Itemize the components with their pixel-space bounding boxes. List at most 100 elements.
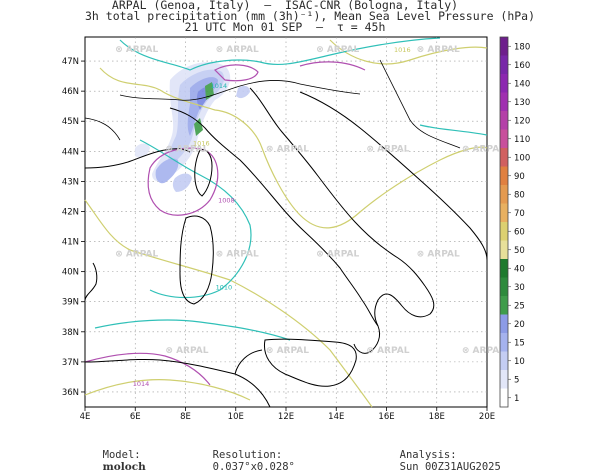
colorbar-swatch xyxy=(500,111,508,130)
lat-tick-label: 41N xyxy=(62,238,79,248)
isobar-label: 1008 xyxy=(218,196,235,204)
arpal-watermark: ⊗ ARPAL xyxy=(417,250,460,260)
colorbar-label: 50 xyxy=(514,246,525,256)
colorbar-label: 160 xyxy=(514,61,530,71)
footer-analysis: Analysis: Sun 00Z31AUG2025 xyxy=(387,437,501,473)
isobar-label: 1010 xyxy=(216,284,233,292)
colorbar-swatch xyxy=(500,333,508,352)
colorbar-swatch xyxy=(500,370,508,389)
lon-tick-label: 16E xyxy=(378,412,394,422)
arpal-watermark: ⊗ ARPAL xyxy=(216,250,259,260)
latitude-labels: 47N 46N 45N 44N 43N 42N 41N 40N 39N 38N 37N 36N xyxy=(62,57,85,398)
arpal-watermark: ⊗ ARPAL xyxy=(266,144,309,154)
arpal-watermark: ⊗ ARPAL xyxy=(165,144,208,154)
colorbar-swatch xyxy=(500,37,508,56)
colorbar-swatch xyxy=(500,388,508,407)
resolution-value: 0.037°x0.028° xyxy=(212,461,295,473)
arpal-watermark: ⊗ ARPAL xyxy=(366,144,409,154)
colorbar-swatch xyxy=(500,203,508,222)
arpal-watermark: ⊗ ARPAL xyxy=(462,346,505,356)
colorbar-swatch xyxy=(500,351,508,370)
colorbar-label: 90 xyxy=(514,172,525,182)
colorbar-swatch xyxy=(500,166,508,185)
weather-map: ⊗ ARPAL ⊗ ARPAL ⊗ ARPAL ⊗ ARPAL ⊗ ARPAL ⊗ ARP… xyxy=(62,36,530,422)
footer-model: Model: moloch xyxy=(90,437,146,473)
colorbar-label: 40 xyxy=(514,264,525,274)
coastlines xyxy=(84,59,488,408)
lat-tick-label: 46N xyxy=(62,87,79,97)
model-value: moloch xyxy=(102,461,146,473)
isobars xyxy=(84,37,488,408)
arpal-watermark: ⊗ ARPAL xyxy=(216,45,259,55)
colorbar-swatch xyxy=(500,296,508,315)
colorbar-label: 10 xyxy=(514,357,525,367)
colorbar-label: 130 xyxy=(514,98,530,108)
watermarks: ⊗ ARPAL ⊗ ARPAL ⊗ ARPAL ⊗ ARPAL ⊗ ARPAL ⊗ ARP… xyxy=(115,45,505,356)
colorbar-swatch xyxy=(500,148,508,167)
colorbar-swatch xyxy=(500,185,508,204)
isobar-label: 1014 xyxy=(211,82,228,90)
arpal-watermark: ⊗ ARPAL xyxy=(417,45,460,55)
resolution-label: Resolution: xyxy=(212,449,283,461)
lon-tick-label: 12E xyxy=(278,412,294,422)
isobar-labels: 1014 1016 1016 1008 1010 1014 xyxy=(133,46,411,388)
colorbar-swatch xyxy=(500,259,508,278)
colorbar-label: 15 xyxy=(514,338,525,348)
arpal-watermark: ⊗ ARPAL xyxy=(115,250,158,260)
lon-tick-label: 8E xyxy=(180,412,191,422)
lon-tick-label: 20E xyxy=(479,412,495,422)
arpal-watermark: ⊗ ARPAL xyxy=(165,346,208,356)
colorbar-swatch xyxy=(500,92,508,111)
colorbar-labels: 1510152025304050607080901001101201301401… xyxy=(508,42,530,404)
footer-resolution: Resolution: 0.037°x0.028° xyxy=(200,437,295,473)
arpal-watermark: ⊗ ARPAL xyxy=(462,144,505,154)
arpal-watermark: ⊗ ARPAL xyxy=(115,45,158,55)
arpal-watermark: ⊗ ARPAL xyxy=(316,45,359,55)
colorbar: 1510152025304050607080901001101201301401… xyxy=(499,36,530,408)
isobar-label: 1016 xyxy=(193,139,210,147)
colorbar-label: 1 xyxy=(514,394,519,404)
lon-tick-label: 14E xyxy=(328,412,344,422)
colorbar-label: 70 xyxy=(514,209,525,219)
lat-tick-label: 37N xyxy=(62,358,79,368)
title-line-1: ARPAL (Genoa, Italy) – ISAC-CNR (Bologna… xyxy=(111,0,459,12)
colorbar-frame xyxy=(499,36,509,408)
lon-tick-label: 18E xyxy=(429,412,445,422)
colorbar-swatch xyxy=(500,277,508,296)
model-label: Model: xyxy=(102,449,141,461)
colorbar-label: 180 xyxy=(514,42,530,52)
colorbar-swatches xyxy=(500,37,508,407)
colorbar-label: 20 xyxy=(514,320,525,330)
arpal-watermark: ⊗ ARPAL xyxy=(316,250,359,260)
colorbar-swatch xyxy=(500,222,508,241)
lat-tick-label: 47N xyxy=(62,57,79,67)
map-panel: ⊗ ARPAL ⊗ ARPAL ⊗ ARPAL ⊗ ARPAL ⊗ ARPAL ⊗ ARP… xyxy=(62,36,505,422)
colorbar-label: 110 xyxy=(514,135,530,145)
lon-tick-label: 6E xyxy=(130,412,141,422)
colorbar-label: 140 xyxy=(514,79,530,89)
lat-lon-grid xyxy=(85,37,487,407)
isobar-label: 1016 xyxy=(394,46,411,54)
longitude-labels: 4E 6E 8E 10E 12E 14E 16E 18E 20E xyxy=(80,407,495,422)
isobar-label: 1014 xyxy=(133,380,150,388)
colorbar-swatch xyxy=(500,74,508,93)
lon-tick-label: 10E xyxy=(228,412,244,422)
colorbar-label: 5 xyxy=(514,375,519,385)
analysis-label: Analysis: xyxy=(399,449,457,461)
lat-tick-label: 43N xyxy=(62,177,79,187)
lat-tick-label: 44N xyxy=(62,147,79,157)
colorbar-label: 100 xyxy=(514,153,530,163)
lat-tick-label: 36N xyxy=(62,388,79,398)
lat-tick-label: 38N xyxy=(62,328,79,338)
colorbar-swatch xyxy=(500,314,508,333)
lat-tick-label: 40N xyxy=(62,268,79,278)
lat-tick-label: 45N xyxy=(62,117,79,127)
title-line-3: 21 UTC Mon 01 SEP – τ = 45h xyxy=(184,20,386,34)
analysis-value: Sun 00Z31AUG2025 xyxy=(399,461,501,473)
colorbar-swatch xyxy=(500,240,508,259)
colorbar-label: 80 xyxy=(514,190,525,200)
colorbar-label: 30 xyxy=(514,283,525,293)
colorbar-swatch xyxy=(500,55,508,74)
colorbar-label: 120 xyxy=(514,116,530,126)
arpal-watermark: ⊗ ARPAL xyxy=(366,346,409,356)
